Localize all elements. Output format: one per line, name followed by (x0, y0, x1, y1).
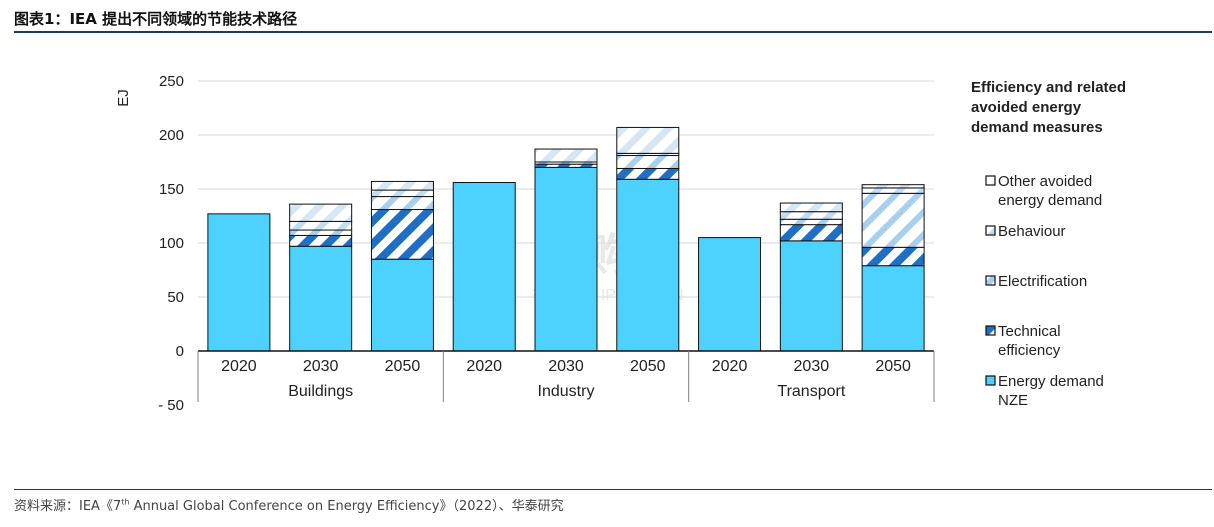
bar-segment-nze (207, 213, 271, 352)
bar-segment-behaviour (289, 220, 353, 231)
legend-label-technical: efficiency (998, 342, 1061, 359)
y-tick-label: 100 (159, 235, 184, 252)
source-prefix: 资料来源：IEA《7 (14, 499, 122, 514)
bar-segment-technical (861, 246, 925, 267)
legend: Efficiency and related avoided energy dema… (971, 79, 1126, 409)
bar-segment-electrification (779, 218, 843, 226)
x-tick-label: 2050 (385, 358, 421, 375)
footer-divider (14, 489, 1212, 490)
bar-segment-other (779, 202, 843, 213)
bar-segment-electrification (861, 192, 925, 248)
bar-segment-nze (452, 182, 516, 352)
legend-title-line: avoided energy (971, 99, 1082, 116)
y-tick-label: 200 (159, 127, 184, 144)
bar-segment-technical (370, 209, 434, 260)
legend-title-line: demand measures (971, 119, 1103, 136)
legend-label-nze: NZE (998, 392, 1028, 409)
legend-swatch-nze (985, 375, 996, 386)
legend-label-technical: Technical (998, 323, 1061, 340)
x-tick-label: 2030 (303, 358, 339, 375)
bar-segment-electrification (370, 196, 434, 211)
legend-label-other: energy demand (998, 192, 1102, 209)
figure-title-prefix: 图表1： (14, 10, 70, 28)
x-tick-label: 2030 (794, 358, 830, 375)
legend-swatch-technical (985, 325, 996, 336)
legend-swatch-behaviour (985, 225, 996, 236)
bars (207, 126, 925, 352)
source-note: 资料来源：IEA《7th Annual Global Conference on… (14, 495, 564, 514)
title-divider (14, 31, 1212, 33)
bar-segment-other (289, 203, 353, 222)
bar-segment-other (861, 184, 925, 189)
bar-segment-nze (289, 245, 353, 352)
legend-label-behaviour: Behaviour (998, 223, 1066, 240)
group-label: Buildings (288, 383, 353, 400)
x-tick-label: 2020 (466, 358, 502, 375)
x-tick-label: 2030 (548, 358, 584, 375)
y-tick-label: 150 (159, 181, 184, 198)
bar-segment-electrification (289, 229, 353, 236)
legend-label-electrification: Electrification (998, 273, 1087, 290)
bar-segment-technical (616, 167, 680, 180)
bar-segment-electrification (616, 155, 680, 169)
figure-title: 图表1：IEA 提出不同领域的节能技术路径 (14, 8, 297, 29)
legend-swatch-electrification (985, 275, 996, 286)
axes: 250 200 150 100 50 0 - 50 EJ 2020 2030 2050 2020 203… (115, 73, 935, 414)
legend-title-line: Efficiency and related (971, 79, 1126, 96)
bar-segment-technical (779, 224, 843, 242)
bar-segment-nze (370, 258, 434, 352)
x-tick-label: 2020 (712, 358, 748, 375)
source-rest: Annual Global Conference on Energy Effic… (129, 499, 564, 514)
x-tick-label: 2020 (221, 358, 257, 375)
bar-segment-behaviour (779, 211, 843, 220)
bar-segment-nze (534, 166, 598, 352)
y-tick-label: 50 (167, 289, 184, 306)
bar-segment-technical (289, 234, 353, 247)
y-tick-label: 250 (159, 73, 184, 90)
x-tick-label: 2050 (630, 358, 666, 375)
x-tick-label: 2050 (875, 358, 911, 375)
source-superscript: th (121, 497, 130, 507)
figure-title-text: IEA 提出不同领域的节能技术路径 (69, 10, 298, 28)
bar-segment-nze (698, 237, 762, 352)
bar-segment-other (534, 148, 598, 163)
y-tick-label: - 50 (158, 397, 184, 414)
bar-segment-nze (779, 240, 843, 352)
bar-segment-nze (616, 178, 680, 352)
bar-segment-other (616, 126, 680, 154)
bar-segment-behaviour (370, 189, 434, 198)
bar-segment-behaviour (861, 187, 925, 194)
legend-label-nze: Energy demand (998, 373, 1104, 390)
bar-segment-nze (861, 265, 925, 352)
group-label: Industry (538, 383, 595, 400)
y-axis-label: EJ (115, 89, 132, 107)
group-label: Transport (777, 383, 845, 400)
y-tick-label: 0 (176, 343, 184, 360)
legend-label-other: Other avoided (998, 173, 1092, 190)
bar-segment-other (370, 180, 434, 191)
legend-swatch-other (985, 175, 996, 186)
